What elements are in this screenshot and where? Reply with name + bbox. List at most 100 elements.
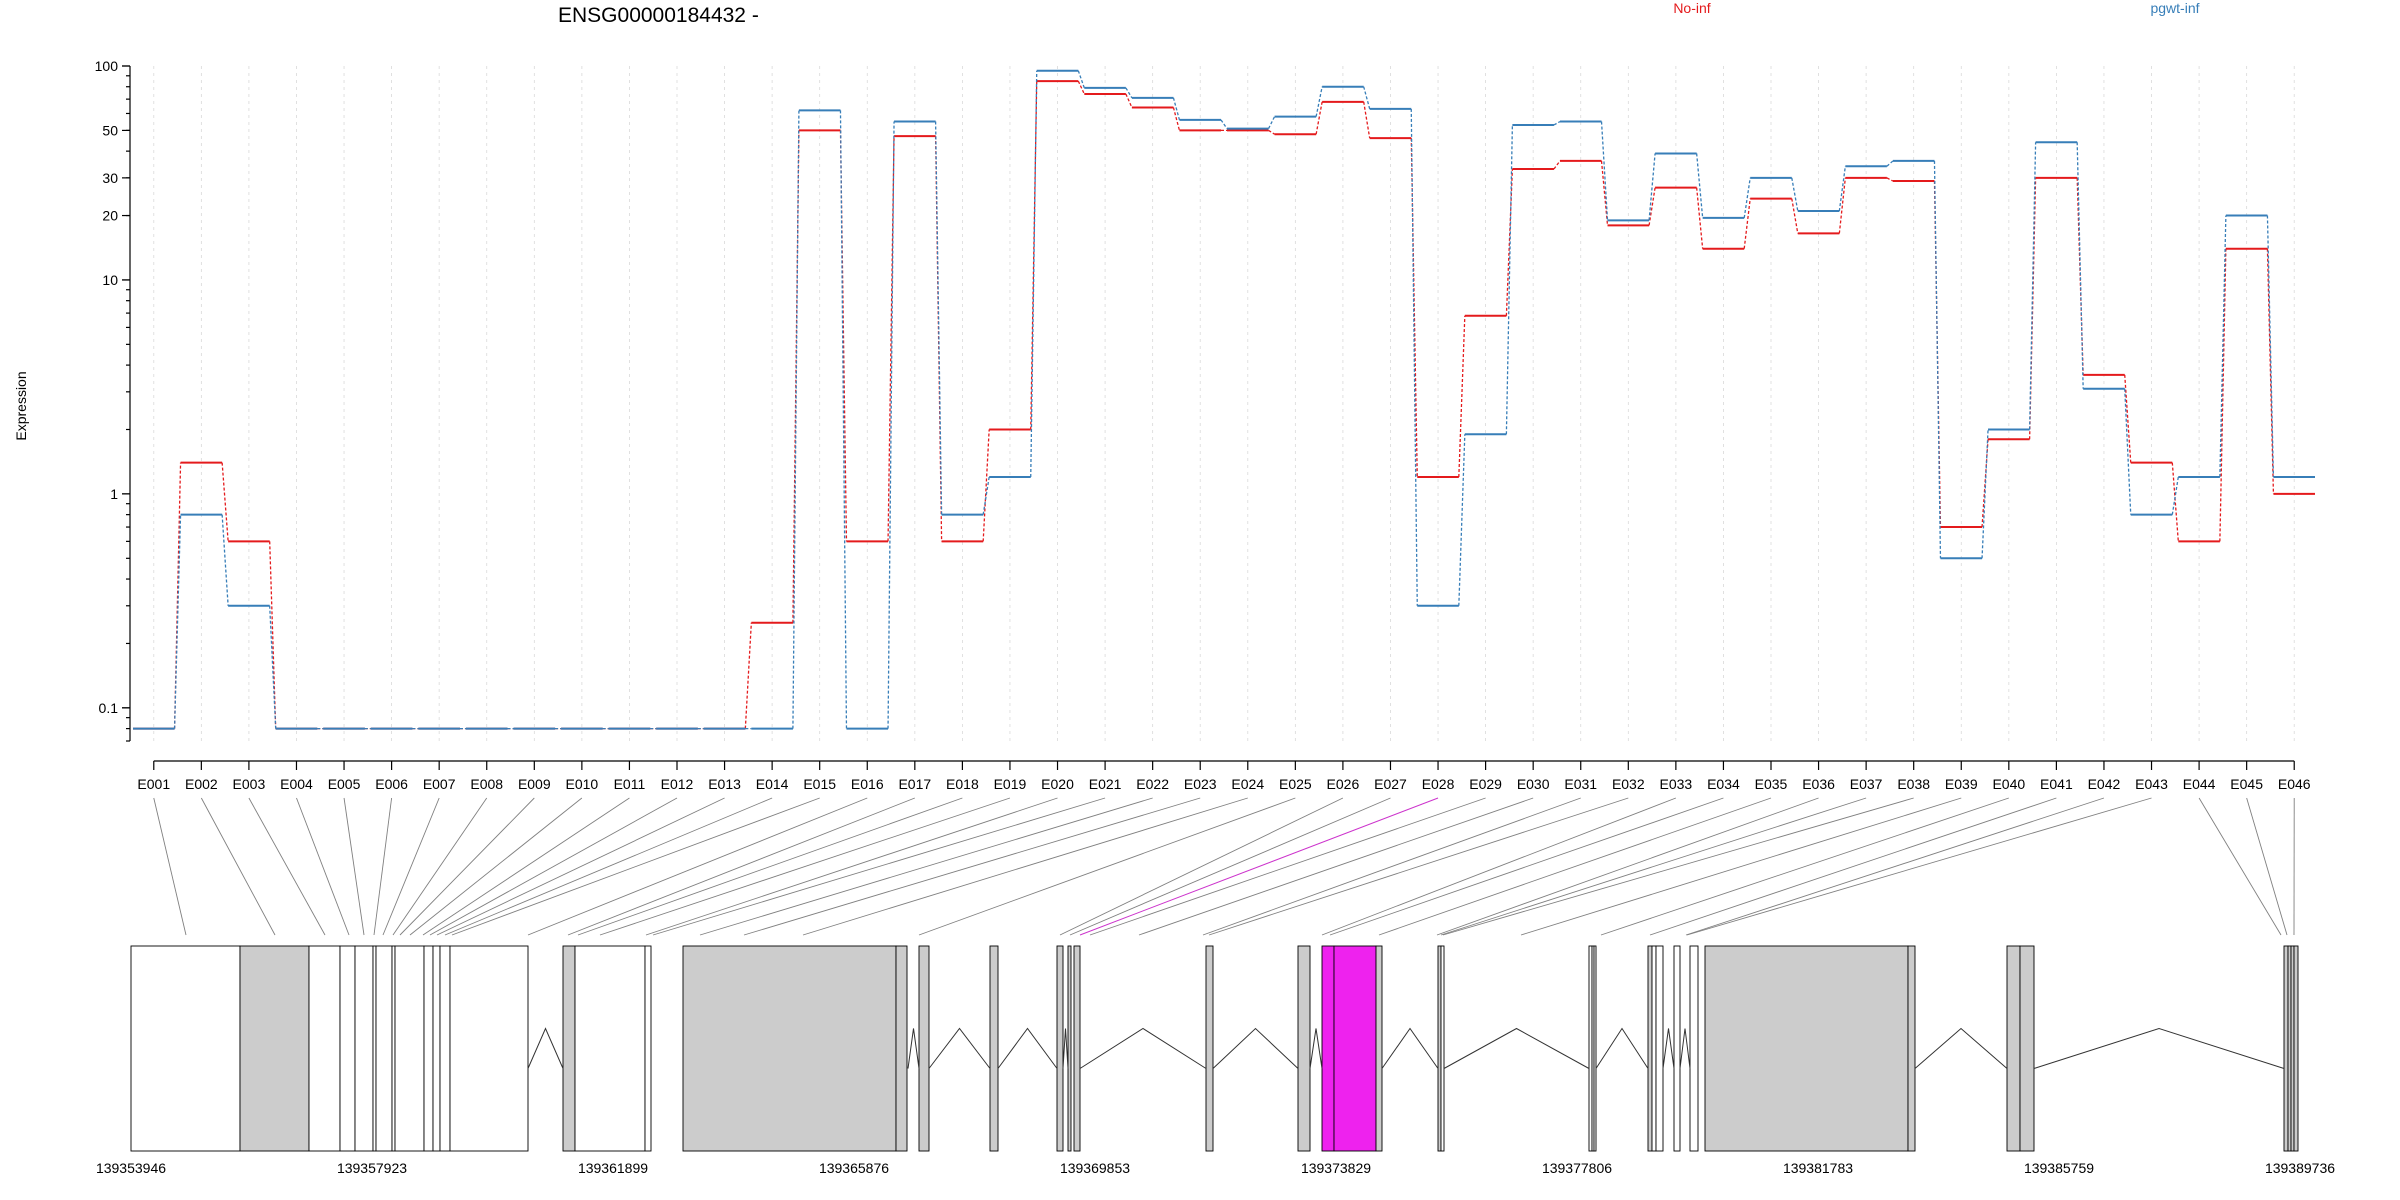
riser-pgwt-inf bbox=[1125, 87, 1133, 99]
exon-label-e034: E034 bbox=[1707, 776, 1740, 792]
riser-no-inf bbox=[1696, 187, 1704, 249]
riser-pgwt-inf bbox=[1410, 108, 1418, 606]
exon-block bbox=[2293, 945, 2299, 1152]
riser-pgwt-inf bbox=[1505, 124, 1514, 435]
riser-pgwt-inf bbox=[1838, 166, 1846, 212]
connector-e045 bbox=[2246, 797, 2288, 936]
exon-block bbox=[308, 945, 341, 1152]
riser-pgwt-inf bbox=[1791, 177, 1799, 212]
connector-e019 bbox=[599, 797, 1011, 936]
connector-e007 bbox=[382, 797, 440, 936]
exon-block bbox=[1205, 945, 1214, 1152]
riser-pgwt-inf bbox=[1743, 177, 1751, 218]
connector-e035 bbox=[1378, 797, 1772, 936]
connector-e020 bbox=[645, 797, 1058, 936]
genomic-coordinates: 139353946 139357923 139361899 139365876 1393… bbox=[96, 1160, 2335, 1176]
riser-pgwt-inf bbox=[1220, 119, 1228, 129]
riser-no-inf bbox=[887, 136, 895, 542]
exon-block bbox=[1907, 945, 1916, 1152]
riser-pgwt-inf bbox=[839, 110, 848, 729]
intron-line bbox=[1662, 1028, 1675, 1069]
riser-pgwt-inf bbox=[1077, 70, 1085, 89]
gene-model bbox=[130, 945, 2299, 1152]
exon-label-e031: E031 bbox=[1564, 776, 1597, 792]
gridlines bbox=[153, 66, 2295, 741]
exon-label-e010: E010 bbox=[566, 776, 599, 792]
intron-line bbox=[1309, 1028, 1323, 1069]
connector-e012 bbox=[429, 797, 678, 936]
intron-line bbox=[997, 1027, 1058, 1069]
connector-e040 bbox=[1600, 797, 2009, 936]
riser-no-inf bbox=[1553, 160, 1561, 170]
exon-label-e004: E004 bbox=[280, 776, 313, 792]
y-tick-label: 1 bbox=[110, 486, 118, 502]
intron-line bbox=[928, 1027, 991, 1069]
riser-no-inf bbox=[221, 462, 229, 542]
exon-block bbox=[1651, 945, 1657, 1152]
intron-line bbox=[1595, 1027, 1649, 1069]
coordinate-label: 139353946 bbox=[96, 1160, 166, 1176]
riser-pgwt-inf bbox=[1267, 116, 1276, 129]
exon-label-e033: E033 bbox=[1660, 776, 1693, 792]
riser-pgwt-inf bbox=[1886, 160, 1894, 167]
riser-pgwt-inf bbox=[887, 121, 895, 729]
exon-label-e002: E002 bbox=[185, 776, 218, 792]
riser-no-inf bbox=[2076, 177, 2084, 375]
exon-block bbox=[1655, 945, 1664, 1152]
exon-label-e044: E044 bbox=[2183, 776, 2216, 792]
exon-block bbox=[1704, 945, 1909, 1152]
connector-e039 bbox=[1520, 797, 1962, 936]
riser-pgwt-inf bbox=[1458, 434, 1466, 606]
y-axis-label: Expression bbox=[13, 371, 29, 440]
exon-label-e035: E035 bbox=[1755, 776, 1788, 792]
riser-no-inf bbox=[1600, 160, 1609, 226]
exon-block bbox=[432, 945, 441, 1152]
exon-block bbox=[895, 945, 908, 1152]
riser-pgwt-inf bbox=[2219, 215, 2227, 477]
connector-e015 bbox=[451, 797, 820, 936]
intron-line bbox=[1079, 1027, 1207, 1069]
exon-block bbox=[354, 945, 374, 1152]
exon-label-e023: E023 bbox=[1184, 776, 1217, 792]
riser-no-inf bbox=[2171, 462, 2179, 542]
exon-block bbox=[1297, 945, 1311, 1152]
connector-e028 bbox=[1079, 797, 1439, 936]
exon-label-e017: E017 bbox=[898, 776, 931, 792]
exon-block bbox=[918, 945, 930, 1152]
exon-label-e021: E021 bbox=[1089, 776, 1122, 792]
connector-e029 bbox=[1089, 797, 1486, 936]
y-tick-label: 100 bbox=[95, 58, 119, 74]
connector-e025 bbox=[918, 797, 1296, 936]
connector-e016 bbox=[527, 797, 868, 936]
connector-e044 bbox=[2198, 797, 2282, 936]
connector-e037 bbox=[1440, 797, 1867, 936]
riser-no-inf bbox=[1315, 101, 1323, 135]
exon-label-e045: E045 bbox=[2230, 776, 2263, 792]
riser-no-inf bbox=[744, 622, 752, 729]
exon-block bbox=[2283, 945, 2289, 1152]
riser-pgwt-inf bbox=[2076, 142, 2084, 389]
connector-e036 bbox=[1436, 797, 1819, 936]
connector-e030 bbox=[1138, 797, 1534, 936]
exon-block bbox=[2019, 945, 2035, 1152]
riser-no-inf bbox=[1458, 315, 1466, 477]
connector-e033 bbox=[1321, 797, 1677, 936]
exon-block bbox=[449, 945, 529, 1152]
legend-entry-pgwt-inf: pgwt-inf bbox=[2150, 0, 2199, 16]
connector-e026 bbox=[1059, 797, 1344, 936]
riser-pgwt-inf bbox=[982, 476, 990, 515]
y-tick-label: 50 bbox=[102, 122, 118, 138]
coordinate-label: 139381783 bbox=[1783, 1160, 1853, 1176]
exon-block bbox=[1593, 945, 1597, 1152]
exon-block bbox=[375, 945, 393, 1152]
connector-e002 bbox=[200, 797, 276, 936]
connector-e017 bbox=[567, 797, 915, 936]
exon-connectors bbox=[153, 797, 2295, 936]
exon-block bbox=[339, 945, 356, 1152]
connector-e013 bbox=[436, 797, 725, 936]
exon-block bbox=[1673, 945, 1681, 1152]
exon-block bbox=[1375, 945, 1383, 1152]
exon-label-e019: E019 bbox=[994, 776, 1027, 792]
exon-label-e016: E016 bbox=[851, 776, 884, 792]
